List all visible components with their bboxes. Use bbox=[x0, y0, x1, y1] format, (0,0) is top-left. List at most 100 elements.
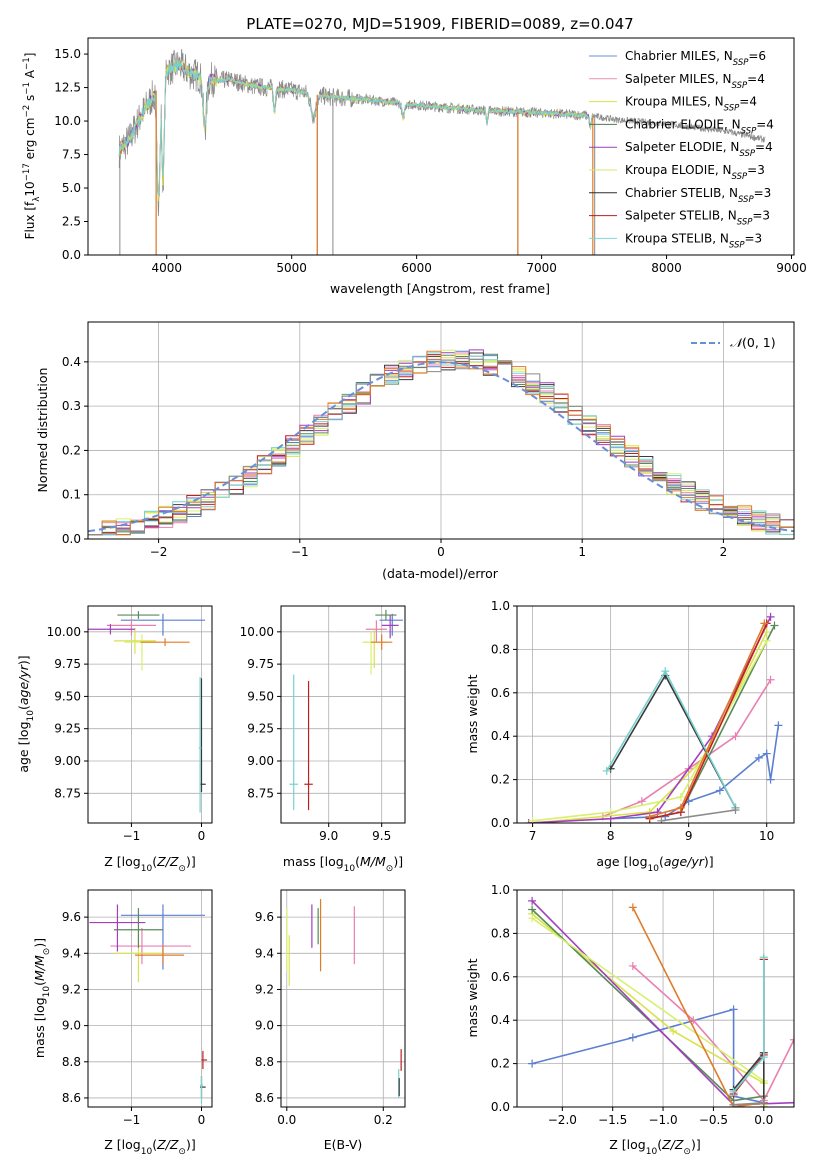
x-tick-label: 4000 bbox=[151, 261, 182, 275]
panel-age_vs_mass: 9.0 9.5 8.75 9.00 9.25 9.50 9.75 10.00 mass [log… bbox=[240, 605, 406, 874]
data-point bbox=[770, 621, 779, 630]
legend: Chabrier MILES, NSSP=6 Salpeter MILES, NS… bbox=[589, 49, 774, 250]
mass-weight-series bbox=[729, 953, 768, 1096]
mass-weight-series bbox=[528, 628, 771, 823]
x-axis-label: wavelength [Angstrom, rest frame] bbox=[330, 281, 550, 296]
x-axis-label: E(B-V) bbox=[324, 1137, 363, 1152]
data-point bbox=[676, 803, 685, 812]
x-tick-label: 9000 bbox=[776, 261, 807, 275]
x-axis-label: (data-model)/error bbox=[382, 566, 499, 581]
data-point bbox=[657, 816, 666, 823]
legend-entry: Chabrier MILES, NSSP=6 bbox=[625, 49, 766, 68]
x-tick-label: 9 bbox=[685, 829, 693, 843]
y-tick-label: 9.0 bbox=[62, 1019, 81, 1033]
y-tick-label: 8.75 bbox=[54, 786, 81, 800]
y-tick-label: 1.0 bbox=[491, 883, 510, 897]
x-axis-label: Z [log10(Z/Z⊙)] bbox=[104, 854, 195, 874]
panel-mass_vs_Z: −1 0 8.6 8.8 9.0 9.2 9.4 9.6 Z [log10(Z/Z⊙)] mass… bbox=[32, 889, 213, 1157]
data-point bbox=[628, 961, 637, 970]
x-tick-label: −1.0 bbox=[648, 1113, 677, 1127]
y-tick-label: 0.0 bbox=[62, 248, 81, 262]
x-tick-label: 7 bbox=[529, 829, 537, 843]
x-tick-label: 6000 bbox=[401, 261, 432, 275]
error-bar-point bbox=[106, 618, 156, 636]
y-tick-label: 10.0 bbox=[54, 114, 81, 128]
y-tick-label: 0.0 bbox=[491, 1100, 510, 1114]
y-tick-label: 9.50 bbox=[54, 689, 81, 703]
data-point bbox=[528, 816, 537, 823]
x-tick-label: 1 bbox=[578, 545, 586, 559]
legend-entry: Salpeter ELODIE, NSSP=4 bbox=[625, 140, 773, 159]
data-point bbox=[528, 1059, 537, 1068]
error-bar-point bbox=[363, 629, 387, 668]
plot-area bbox=[118, 49, 766, 255]
y-tick-label: 12.5 bbox=[54, 81, 81, 95]
legend-entry: Kroupa STELIB, NSSP=3 bbox=[625, 231, 762, 250]
data-point bbox=[637, 797, 646, 806]
y-tick-label: 9.75 bbox=[247, 657, 274, 671]
error-bar-point bbox=[88, 624, 135, 635]
x-tick-label: 9.5 bbox=[372, 829, 391, 843]
data-point bbox=[731, 732, 740, 741]
grid bbox=[281, 606, 405, 823]
gaussian-curve bbox=[88, 361, 794, 533]
error-bar-point bbox=[140, 638, 190, 647]
error-bar-point bbox=[117, 611, 160, 619]
y-tick-label: 7.5 bbox=[62, 148, 81, 162]
data-point bbox=[528, 905, 537, 914]
legend-entry: Salpeter MILES, NSSP=4 bbox=[625, 72, 765, 91]
legend-entry: Chabrier ELODIE, NSSP=4 bbox=[625, 117, 774, 136]
model-spectrum bbox=[118, 60, 593, 196]
x-tick-label: 5000 bbox=[276, 261, 307, 275]
x-tick-label: 0.2 bbox=[374, 1113, 393, 1127]
axes-frame bbox=[87, 889, 213, 1108]
data-point bbox=[715, 786, 724, 795]
data-point bbox=[606, 808, 615, 817]
y-tick-label: 0.4 bbox=[62, 355, 81, 369]
y-tick-label: 0.2 bbox=[62, 443, 81, 457]
y-tick-label: 9.2 bbox=[255, 982, 274, 996]
data-point bbox=[754, 753, 763, 762]
plot-area bbox=[286, 899, 402, 1098]
y-tick-label: 9.00 bbox=[247, 754, 274, 768]
y-axis-label: age [log10(age/yr)] bbox=[16, 655, 36, 772]
grid bbox=[281, 890, 405, 1107]
y-tick-label: 0.4 bbox=[491, 1013, 510, 1027]
y-tick-label: 0.6 bbox=[491, 686, 510, 700]
x-tick-label: 0.0 bbox=[754, 1113, 773, 1127]
data-point bbox=[661, 667, 670, 676]
x-tick-label: 0 bbox=[437, 545, 445, 559]
error-bar-point bbox=[124, 634, 160, 671]
x-tick-label: 7000 bbox=[526, 261, 557, 275]
residual-histogram bbox=[88, 358, 794, 539]
mass-weight-series bbox=[729, 955, 768, 1107]
data-point bbox=[762, 749, 771, 758]
y-tick-label: 9.75 bbox=[54, 657, 81, 671]
y-tick-label: 9.50 bbox=[247, 689, 274, 703]
error-bar-point bbox=[365, 620, 387, 643]
y-tick-label: 0.0 bbox=[491, 816, 510, 830]
error-bar-point bbox=[110, 927, 191, 965]
y-tick-label: 9.4 bbox=[62, 946, 81, 960]
y-tick-label: 0.2 bbox=[491, 773, 510, 787]
y-tick-label: 2.5 bbox=[62, 215, 81, 229]
grid bbox=[88, 606, 212, 823]
y-tick-label: 8.75 bbox=[247, 786, 274, 800]
plot-area bbox=[289, 609, 403, 811]
error-bar-point bbox=[375, 609, 397, 621]
y-tick-label: 9.25 bbox=[54, 722, 81, 736]
plot-area bbox=[528, 896, 794, 1107]
data-point bbox=[766, 775, 775, 784]
data-point bbox=[762, 636, 771, 645]
y-tick-label: 1.0 bbox=[491, 599, 510, 613]
mass-weight-series bbox=[528, 914, 768, 1107]
y-tick-label: 0.1 bbox=[62, 488, 81, 502]
residual-histogram bbox=[88, 350, 794, 539]
mass-weight-series bbox=[524, 612, 775, 823]
error-bar-point bbox=[304, 680, 313, 811]
data-point bbox=[760, 619, 769, 628]
legend-entry: Kroupa MILES, NSSP=4 bbox=[625, 95, 757, 114]
grid bbox=[517, 889, 794, 1108]
data-point bbox=[628, 903, 637, 912]
